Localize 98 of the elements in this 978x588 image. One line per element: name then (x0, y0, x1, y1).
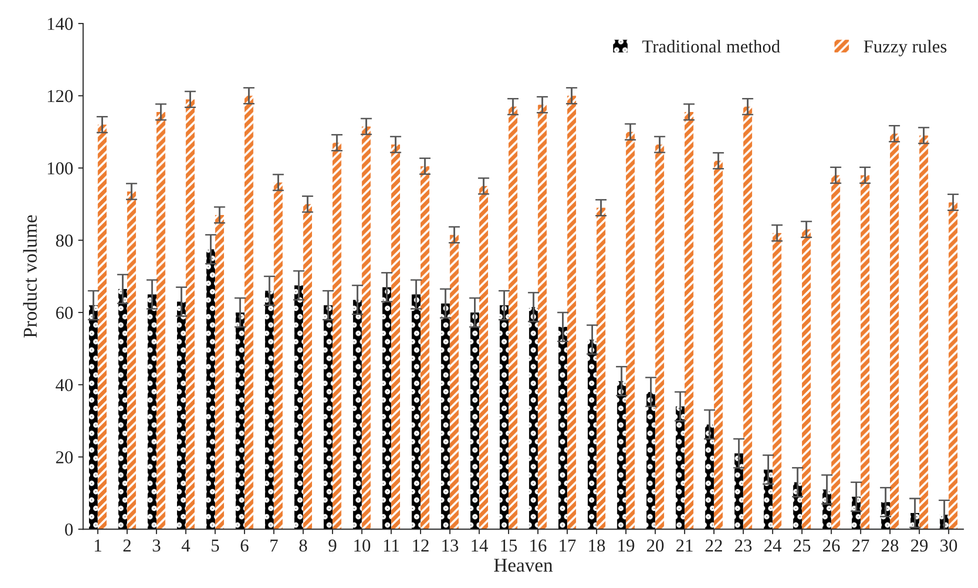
x-tick-label: 12 (413, 539, 429, 552)
y-tick-label: 120 (48, 90, 73, 102)
x-tick-label: 11 (384, 540, 399, 552)
bar (98, 124, 107, 530)
bar (743, 106, 752, 530)
legend-label: Fuzzy rules (864, 40, 946, 56)
y-tick-label: 60 (56, 306, 73, 319)
x-tick-label: 25 (794, 539, 810, 552)
x-tick-label: 19 (618, 539, 634, 552)
x-tick-label: 20 (647, 539, 664, 552)
x-tick-label: 26 (823, 539, 840, 552)
bar (244, 96, 254, 530)
bar (626, 132, 635, 530)
y-tick-label: 140 (48, 18, 73, 30)
bar (529, 307, 538, 530)
bar (294, 285, 304, 530)
bar (148, 294, 156, 530)
bar (332, 142, 342, 530)
bar (441, 303, 450, 530)
bar (764, 470, 773, 530)
bar (420, 166, 430, 530)
x-tick-label: 1 (94, 540, 102, 552)
x-tick-label: 5 (212, 540, 219, 552)
y-tick-label: 80 (56, 234, 73, 247)
bar (215, 214, 224, 530)
bar (558, 326, 568, 530)
y-tick-label: 0 (65, 523, 73, 536)
x-tick-label: 24 (764, 539, 782, 552)
bar (186, 99, 195, 530)
x-tick-label: 22 (706, 539, 722, 552)
bar (391, 144, 400, 530)
bar (89, 305, 98, 530)
bar (508, 106, 518, 530)
x-tick-label: 21 (676, 539, 693, 552)
x-tick-label: 17 (560, 540, 576, 552)
y-tick-label: 40 (56, 378, 73, 392)
x-tick-label: 6 (240, 539, 248, 552)
x-tick-label: 18 (589, 539, 605, 552)
x-tick-label: 29 (911, 539, 928, 552)
bar (127, 191, 136, 530)
bar (772, 233, 782, 530)
bar (303, 204, 312, 530)
bar (479, 186, 488, 530)
x-tick-label: 15 (501, 540, 517, 552)
bar (734, 453, 744, 530)
x-tick-label: 13 (442, 539, 458, 552)
x-tick-label: 10 (354, 539, 370, 552)
x-tick-label: 14 (472, 540, 488, 552)
legend-label: Traditional method (642, 40, 780, 53)
bar (802, 229, 811, 530)
y-tick-label: 100 (48, 162, 73, 174)
x-tick-label: 7 (270, 540, 278, 552)
bar (382, 287, 392, 530)
bar (822, 489, 832, 530)
bar (156, 112, 166, 530)
bar (831, 175, 840, 530)
x-tick-label: 9 (328, 539, 336, 552)
x-tick-label: 27 (852, 539, 870, 552)
bar (646, 392, 656, 530)
bar (362, 126, 371, 530)
bar (236, 312, 244, 530)
x-tick-label: 28 (882, 539, 898, 552)
bar (684, 112, 694, 530)
bar (596, 208, 606, 530)
bar (206, 249, 216, 530)
bar (948, 202, 958, 530)
x-tick-label: 3 (152, 539, 160, 552)
x-tick-label: 2 (123, 539, 131, 552)
bar (265, 290, 274, 530)
bar (890, 134, 899, 530)
bar (500, 305, 509, 530)
bar (412, 294, 421, 530)
x-axis-title: Heaven (494, 558, 553, 572)
bar (655, 144, 664, 530)
bar (450, 234, 459, 530)
bar (324, 305, 333, 530)
bar (538, 104, 547, 530)
bar (470, 312, 480, 530)
bar (118, 289, 128, 530)
x-tick-label: 30 (940, 539, 957, 552)
y-axis-title: Product volume (23, 215, 37, 338)
bar (274, 182, 283, 530)
x-tick-label: 8 (299, 539, 308, 552)
y-tick-label: 20 (56, 451, 73, 464)
bar (676, 406, 685, 530)
bar (588, 340, 597, 530)
bar (705, 424, 714, 530)
bar (860, 175, 870, 530)
bar (567, 96, 576, 530)
bar (919, 135, 928, 530)
bar (617, 381, 626, 530)
x-tick-label: 16 (530, 539, 546, 552)
bar (177, 302, 186, 530)
x-tick-label: 23 (735, 539, 752, 552)
bar (353, 300, 362, 530)
x-tick-label: 4 (182, 540, 190, 552)
bar (714, 160, 723, 530)
bar (793, 482, 802, 530)
